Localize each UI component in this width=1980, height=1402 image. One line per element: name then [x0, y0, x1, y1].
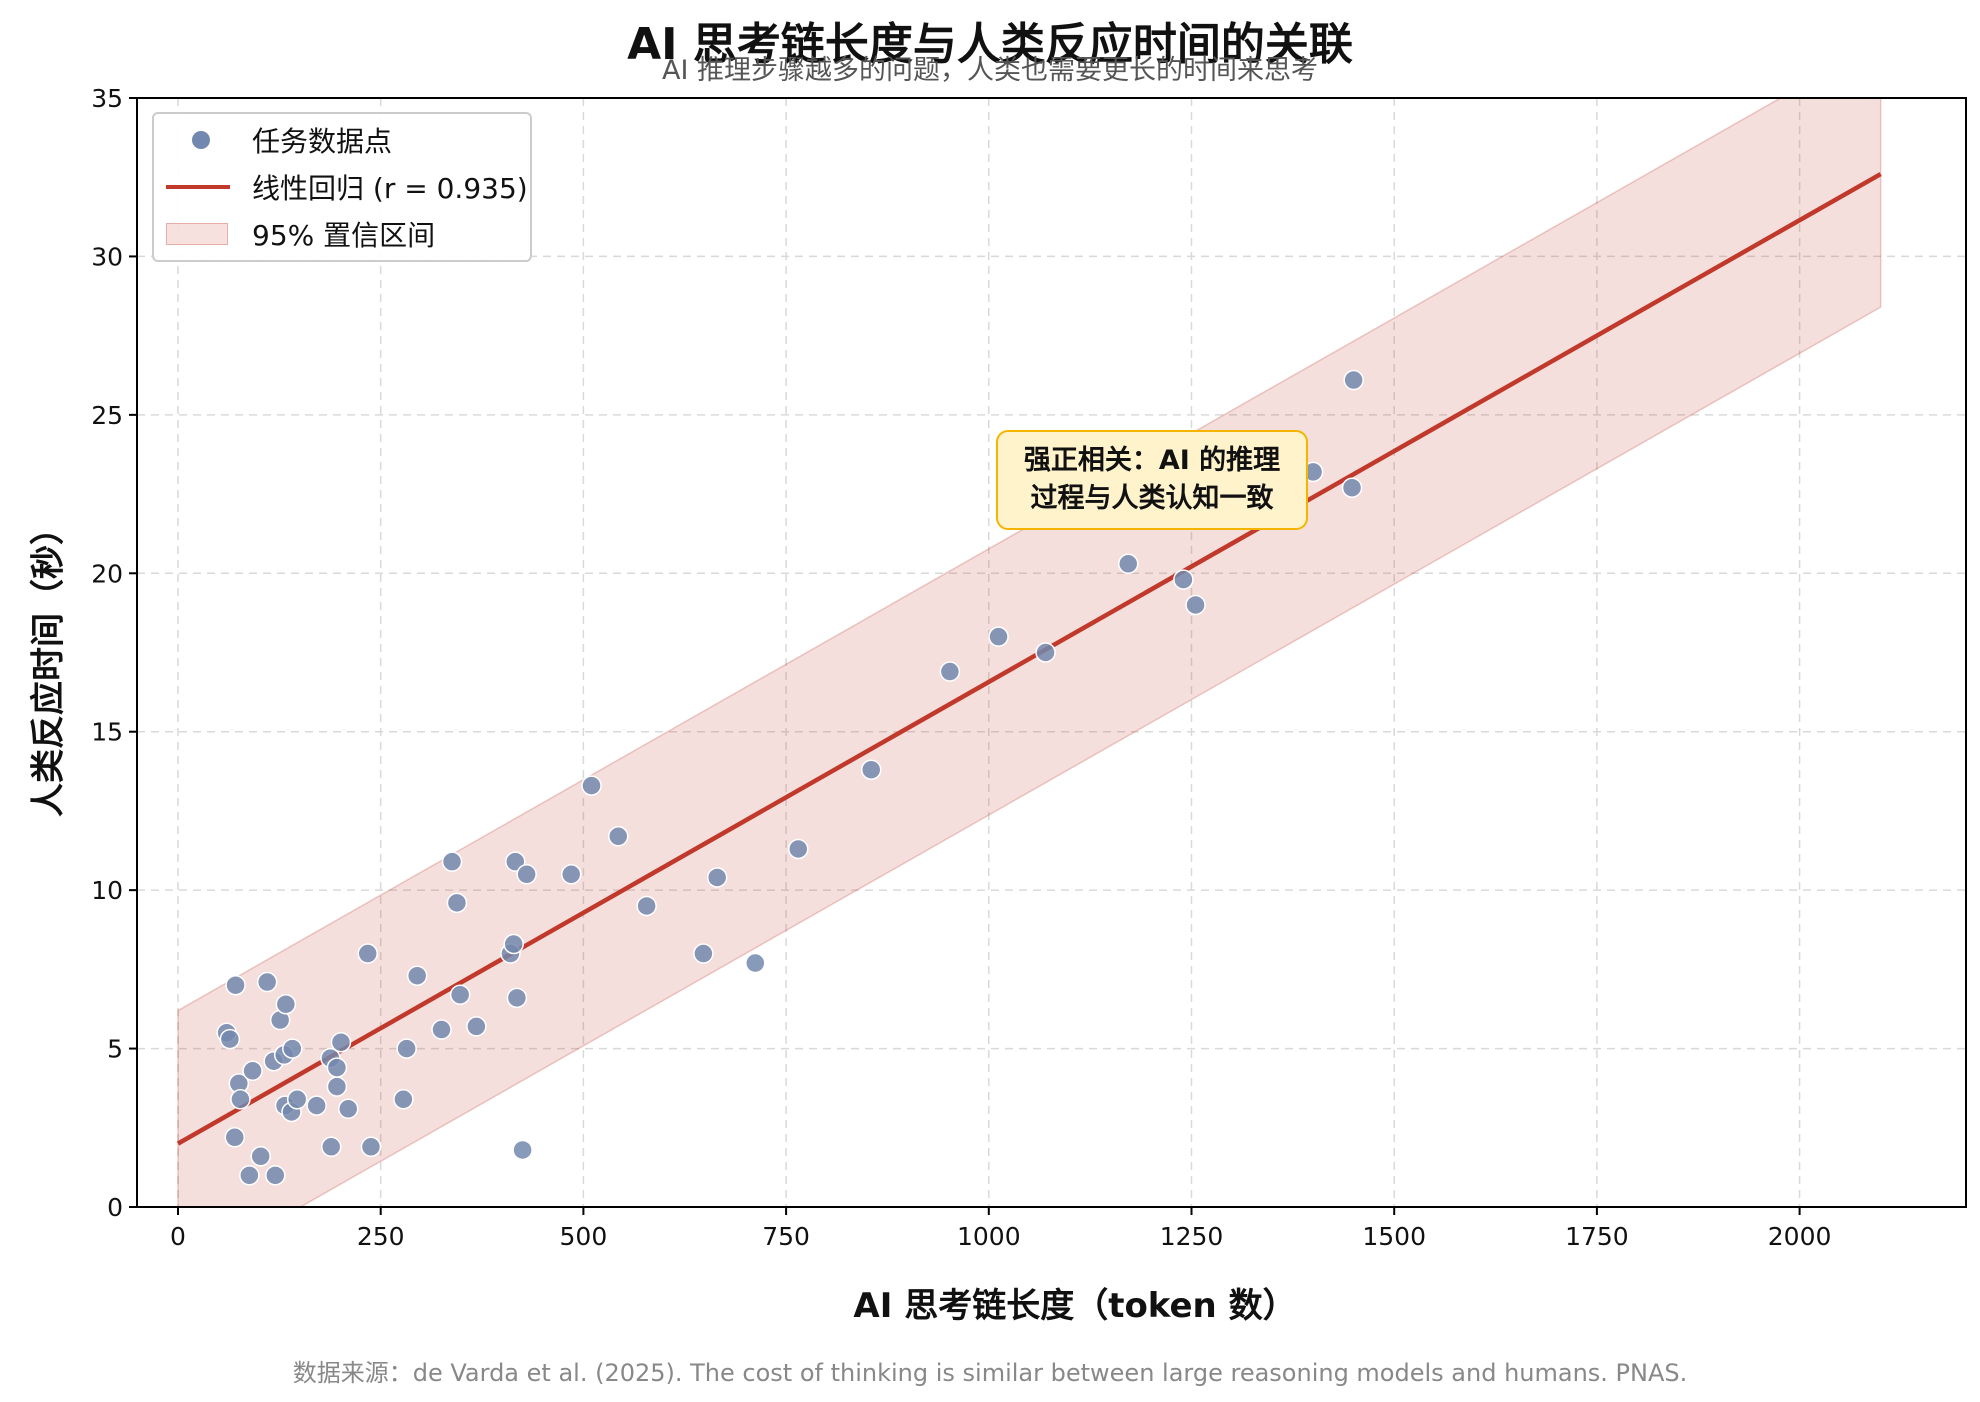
legend-item-regression: 线性回归 (r = 0.935)	[154, 167, 530, 207]
data-point	[560, 864, 582, 885]
data-point	[636, 895, 657, 917]
y-tick-label: 25	[91, 401, 123, 430]
x-tick-label: 1500	[1362, 1222, 1426, 1251]
data-point	[505, 851, 526, 872]
data-point	[516, 864, 537, 885]
legend-item-band: 95% 置信区间	[154, 214, 530, 254]
x-tick-label: 1000	[957, 1222, 1021, 1251]
data-point	[406, 965, 428, 986]
chart-subtitle: AI 推理步骤越多的问题，人类也需要更长的时间来思考	[661, 55, 1318, 86]
data-point	[286, 1089, 308, 1110]
data-point	[693, 943, 714, 964]
regression-line-layer	[176, 172, 1882, 1146]
data-point	[242, 1060, 263, 1082]
y-tick-label: 10	[91, 876, 123, 905]
x-tick-label: 0	[170, 1222, 186, 1251]
x-tick-label: 2000	[1768, 1222, 1832, 1251]
data-point	[265, 1165, 286, 1186]
x-tick-label: 750	[762, 1222, 810, 1251]
data-point	[326, 1076, 348, 1097]
data-point	[330, 1031, 352, 1053]
data-point	[326, 1057, 348, 1078]
data-point	[581, 775, 602, 796]
legend-label-band: 95% 置信区间	[252, 219, 436, 252]
legend-item-points: 任务数据点	[154, 120, 530, 160]
data-point	[506, 987, 528, 1009]
data-point	[1341, 477, 1363, 498]
data-point	[338, 1098, 359, 1120]
data-point	[320, 1136, 342, 1158]
data-point	[1118, 553, 1139, 575]
data-point	[788, 838, 809, 860]
data-point	[282, 1038, 303, 1059]
data-point	[441, 851, 463, 872]
y-tick-label: 30	[91, 242, 123, 271]
data-point	[239, 1165, 260, 1186]
data-point	[230, 1089, 251, 1110]
legend-line-marker	[166, 185, 230, 189]
data-point	[1035, 642, 1056, 663]
data-point	[466, 1016, 487, 1037]
x-tick-label: 250	[357, 1222, 405, 1251]
annotation-line-2: 过程与人类认知一致	[1030, 483, 1274, 514]
data-point	[449, 984, 471, 1005]
y-axis-label: 人类反应时间（秒）	[28, 511, 69, 817]
data-point	[608, 826, 629, 847]
chart-title: AI 思考链长度与人类反应时间的关联	[627, 19, 1353, 70]
y-tick-label: 15	[91, 718, 123, 747]
data-point	[745, 952, 766, 974]
y-tick-label: 5	[107, 1035, 123, 1064]
annotation-box: 强正相关：AI 的推理 过程与人类认知一致	[996, 430, 1308, 530]
plot-frame	[136, 97, 1967, 1208]
data-point	[446, 892, 468, 914]
legend-label-points: 任务数据点	[252, 125, 393, 158]
data-point	[988, 626, 1009, 647]
data-point	[1173, 569, 1194, 590]
confidence-band-layer	[177, 98, 1882, 1207]
data-point	[1185, 594, 1206, 616]
data-point	[219, 1028, 241, 1050]
data-point	[431, 1019, 452, 1040]
data-source-note: 数据来源：de Varda et al. (2025). The cost of…	[292, 1359, 1688, 1387]
data-point	[396, 1038, 417, 1059]
data-point	[503, 933, 524, 955]
data-point	[256, 971, 278, 993]
data-point	[860, 759, 882, 780]
data-point	[360, 1136, 382, 1158]
data-point	[357, 943, 378, 964]
data-point	[306, 1095, 327, 1116]
legend-label-regression: 线性回归 (r = 0.935)	[252, 172, 528, 205]
data-point	[275, 993, 297, 1015]
data-point	[225, 974, 246, 996]
legend-band-marker	[166, 223, 228, 245]
legend-point-marker	[192, 131, 210, 149]
y-tick-label: 35	[91, 84, 123, 113]
data-point	[939, 661, 961, 682]
x-tick-label: 1250	[1160, 1222, 1224, 1251]
data-point	[512, 1139, 533, 1161]
data-point	[250, 1146, 271, 1167]
data-point	[393, 1089, 414, 1110]
data-point	[1343, 369, 1364, 391]
y-tick-label: 20	[91, 559, 123, 588]
data-point	[706, 867, 728, 888]
confidence-band	[177, 98, 1882, 1207]
annotation-line-1: 强正相关：AI 的推理	[1023, 445, 1281, 476]
data-points-layer	[216, 369, 1364, 1186]
x-tick-label: 1750	[1565, 1222, 1629, 1251]
data-point	[224, 1127, 246, 1148]
axes-layer: 0 250 500 750 1000 1250 1500 1750 2000 0 5 10 15 20 25…	[91, 84, 1967, 1251]
legend: 任务数据点 线性回归 (r = 0.935) 95% 置信区间	[152, 112, 532, 262]
x-axis-label: AI 思考链长度（token 数）	[853, 1286, 1297, 1326]
x-tick-label: 500	[560, 1222, 608, 1251]
regression-line	[176, 172, 1882, 1146]
y-tick-label: 0	[107, 1193, 123, 1222]
